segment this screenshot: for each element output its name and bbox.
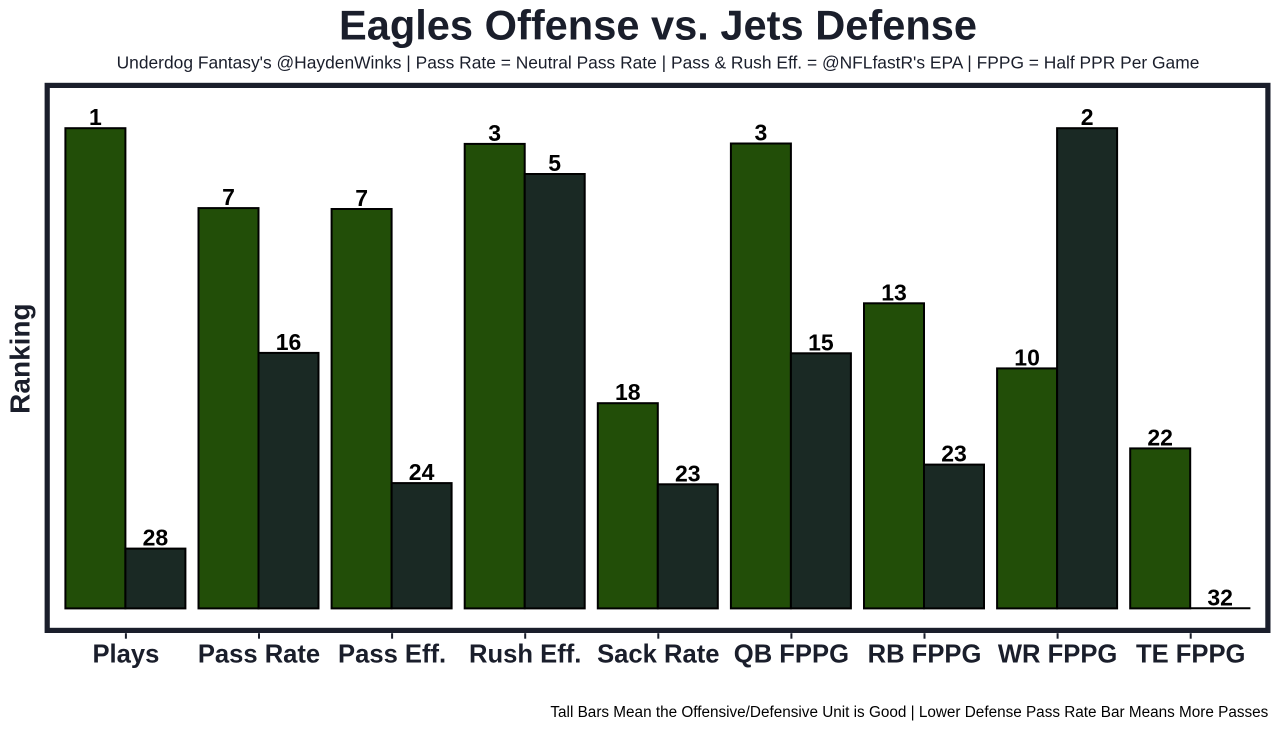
svg-text:16: 16 <box>276 329 302 355</box>
svg-text:10: 10 <box>1014 344 1040 370</box>
svg-text:Underdog Fantasy's @HaydenWink: Underdog Fantasy's @HaydenWinks | Pass R… <box>117 53 1200 73</box>
svg-text:QB FPPG: QB FPPG <box>734 640 849 668</box>
svg-text:7: 7 <box>355 185 368 211</box>
svg-text:13: 13 <box>881 279 907 305</box>
svg-text:28: 28 <box>143 525 169 551</box>
svg-text:Plays: Plays <box>92 640 159 668</box>
svg-text:23: 23 <box>941 441 967 467</box>
svg-text:32: 32 <box>1207 584 1233 610</box>
svg-text:Rush Eff.: Rush Eff. <box>469 640 581 668</box>
svg-text:15: 15 <box>808 329 834 355</box>
svg-text:1: 1 <box>89 104 102 130</box>
svg-text:Ranking: Ranking <box>4 303 35 413</box>
svg-text:23: 23 <box>675 460 701 486</box>
svg-text:TE FPPG: TE FPPG <box>1136 640 1246 668</box>
svg-text:Eagles Offense vs. Jets Defens: Eagles Offense vs. Jets Defense <box>339 1 977 48</box>
svg-text:Sack Rate: Sack Rate <box>597 640 719 668</box>
svg-text:Pass Eff.: Pass Eff. <box>338 640 446 668</box>
svg-text:3: 3 <box>488 120 501 146</box>
svg-text:3: 3 <box>755 120 768 146</box>
svg-text:RB FPPG: RB FPPG <box>868 640 982 668</box>
svg-text:24: 24 <box>409 459 435 485</box>
svg-text:22: 22 <box>1147 424 1173 450</box>
svg-text:18: 18 <box>615 379 641 405</box>
svg-text:Tall Bars Mean the Offensive/D: Tall Bars Mean the Offensive/Defensive U… <box>550 704 1268 721</box>
svg-text:7: 7 <box>222 184 235 210</box>
svg-text:2: 2 <box>1081 104 1094 130</box>
svg-text:5: 5 <box>548 150 561 176</box>
svg-text:WR FPPG: WR FPPG <box>998 640 1117 668</box>
svg-text:Pass Rate: Pass Rate <box>198 640 320 668</box>
